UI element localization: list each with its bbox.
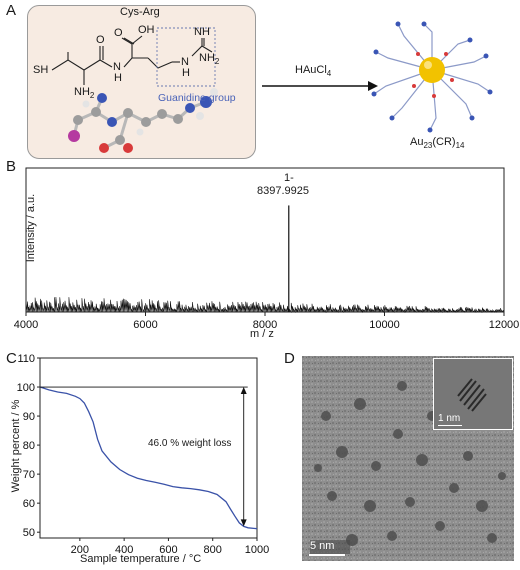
tga-plot-frame	[39, 357, 258, 539]
reagent-label: HAuCl4	[295, 64, 332, 79]
tga-x-tick-label: 200	[71, 544, 89, 556]
tga-chart: 50 60 70 80 90 100 110 200 400 600 800 1000	[17, 353, 270, 556]
tga-y-tick-label: 70	[23, 469, 35, 481]
ms-peak-charge: 1-	[284, 172, 294, 184]
atom-h-guanidine: H	[182, 67, 190, 79]
inset-scale-label: 1 nm	[438, 413, 461, 424]
tga-y-axis-label: Weight percent / %	[10, 399, 22, 493]
atom-o-amide: O	[96, 34, 105, 46]
atom-nh-guanidine: NH	[194, 26, 210, 38]
weight-loss-annotation: 46.0 % weight loss	[148, 438, 232, 449]
tga-y-tick-label: 110	[17, 353, 35, 365]
ms-x-tick-label: 12000	[489, 319, 520, 331]
ms-x-tick-label: 10000	[369, 319, 400, 331]
atom-o-top: O	[114, 27, 123, 39]
inset-texture	[434, 359, 512, 429]
inset-scale-bar	[438, 425, 462, 426]
ms-baseline-noise	[25, 296, 504, 314]
panel-letter-c: C	[6, 350, 17, 367]
main-scale-label: 5 nm	[310, 540, 335, 552]
atom-n-guanidine: N	[181, 56, 189, 68]
product-formula: Au23(CR)14	[410, 136, 465, 151]
tga-y-tick-label: 90	[23, 411, 35, 423]
panel-letter-d: D	[284, 350, 295, 367]
tga-y-tick-label: 80	[23, 440, 35, 452]
atom-nh2-bottom: NH2	[74, 86, 95, 101]
ms-peak-mass: 8397.9925	[257, 185, 309, 197]
atom-h-amide: H	[114, 72, 122, 84]
tga-x-tick-label: 1000	[245, 544, 269, 556]
panel-a-drawing	[51, 21, 493, 153]
main-scale-bar	[309, 554, 345, 556]
ms-y-axis-label: Intensity / a.u.	[25, 193, 37, 263]
mass-spectrum-chart: 4000 6000 8000 10000 12000	[14, 167, 520, 331]
weight-loss-arrow-head-up	[240, 387, 247, 395]
tga-y-tick-label: 50	[23, 527, 35, 539]
ms-x-tick-label: 4000	[14, 319, 38, 331]
weight-loss-arrow-head-down	[240, 519, 247, 527]
tga-y-tick-label: 60	[23, 498, 35, 510]
tga-x-tick-label: 600	[159, 544, 177, 556]
guanidine-group-label: Guanidine group	[158, 92, 236, 104]
tga-x-tick-label: 800	[204, 544, 222, 556]
tem-inset	[433, 358, 513, 430]
panel-letter-b: B	[6, 158, 17, 175]
panel-letter-a: A	[6, 2, 17, 19]
molecule-name: Cys-Arg	[120, 6, 160, 18]
atom-oh: OH	[138, 24, 155, 36]
tga-x-tick-label: 400	[115, 544, 133, 556]
ms-x-tick-label: 8000	[253, 319, 277, 331]
tga-curve	[39, 386, 258, 530]
ms-x-tick-label: 6000	[133, 319, 157, 331]
atom-sh: SH	[33, 64, 49, 76]
atom-nh2-guanidine: NH2	[199, 52, 220, 67]
tga-y-tick-label: 100	[17, 382, 35, 394]
ms-x-axis-label: m / z	[250, 328, 274, 340]
tga-x-axis-label: Sample temperature / °C	[80, 553, 202, 565]
atom-n-amide: N	[113, 61, 121, 73]
